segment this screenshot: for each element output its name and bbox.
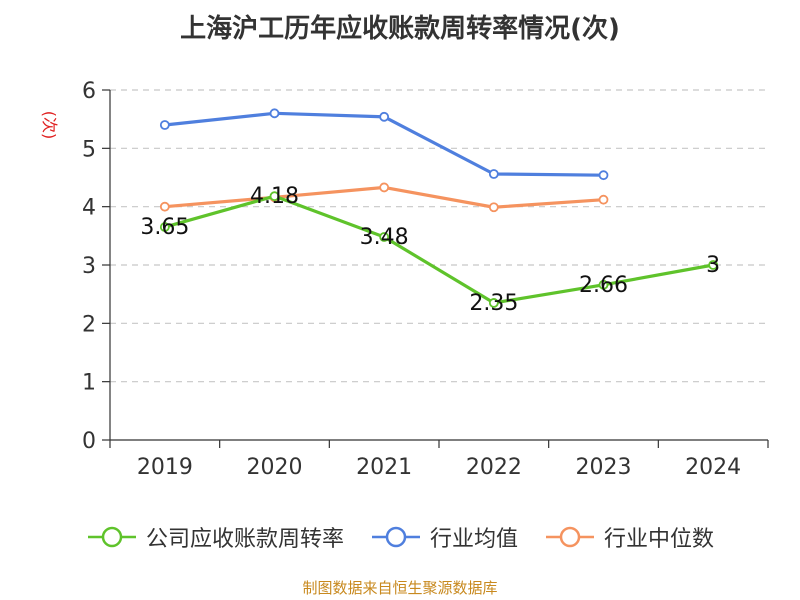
y-tick-label: 5: [82, 137, 96, 162]
y-tick-label: 2: [82, 312, 96, 337]
axes: 0 1 2 3 4 5 6 2019 2020 2021 2022 2023 2024 (次): [40, 79, 769, 480]
x-tick-label: 2019: [137, 455, 193, 480]
data-point: [159, 120, 170, 130]
legend-swatch-icon: [371, 526, 420, 548]
x-tick-label: 2023: [576, 455, 632, 480]
chart-title: 上海沪工历年应收账款周转率情况(次): [180, 14, 620, 44]
grid-lines: [110, 89, 768, 383]
data-point: [488, 202, 499, 213]
x-tick-label: 2021: [356, 455, 412, 480]
data-point: [379, 232, 390, 242]
y-tick-label: 1: [82, 371, 96, 396]
legend: 公司应收账款周转率 行业均值 行业中位数: [0, 520, 800, 554]
source-note: 制图数据来自恒生聚源数据库: [302, 579, 498, 597]
data-point: [488, 298, 499, 308]
data-label: 3: [706, 253, 720, 278]
data-point: [598, 279, 609, 290]
y-axis-label: (次): [40, 111, 59, 140]
legend-swatch-icon: [546, 526, 594, 548]
x-tick-label: 2020: [247, 455, 303, 480]
y-tick-label: 3: [82, 254, 96, 279]
data-labels: 3.65 4.18 3.48 2.35 2.66 3: [140, 184, 720, 316]
data-label: 3.48: [360, 225, 409, 250]
legend-label: 行业均值: [429, 527, 518, 552]
data-label: 3.65: [140, 215, 189, 240]
data-point: [159, 222, 170, 232]
y-tick-label: 0: [82, 429, 96, 454]
legend-item[interactable]: 行业中位数: [544, 521, 714, 553]
series-line: [164, 194, 714, 305]
data-point: [159, 201, 170, 212]
data-point: [708, 260, 719, 270]
series-line: [164, 111, 604, 177]
data-point: [598, 194, 609, 205]
y-tick-label: 4: [82, 196, 96, 221]
data-point: [598, 170, 609, 181]
data-label: 2.66: [579, 273, 628, 298]
x-tick-label: 2022: [466, 455, 522, 480]
legend-label: 公司应收账款周转率: [145, 527, 344, 552]
data-point: [269, 191, 280, 202]
legend-item[interactable]: 行业均值: [370, 521, 518, 553]
legend-label: 行业中位数: [604, 527, 715, 552]
series-lines: [159, 108, 719, 308]
data-label: 4.18: [250, 184, 299, 209]
x-tick-label: 2024: [685, 455, 741, 480]
data-point: [488, 169, 499, 179]
data-point: [269, 108, 280, 119]
legend-swatch-icon: [87, 526, 136, 548]
y-tick-label: 6: [82, 79, 96, 104]
data-point: [379, 111, 390, 122]
legend-item[interactable]: 公司应收账款周转率: [86, 521, 344, 553]
data-label: 2.35: [469, 291, 518, 316]
data-point: [379, 182, 390, 193]
